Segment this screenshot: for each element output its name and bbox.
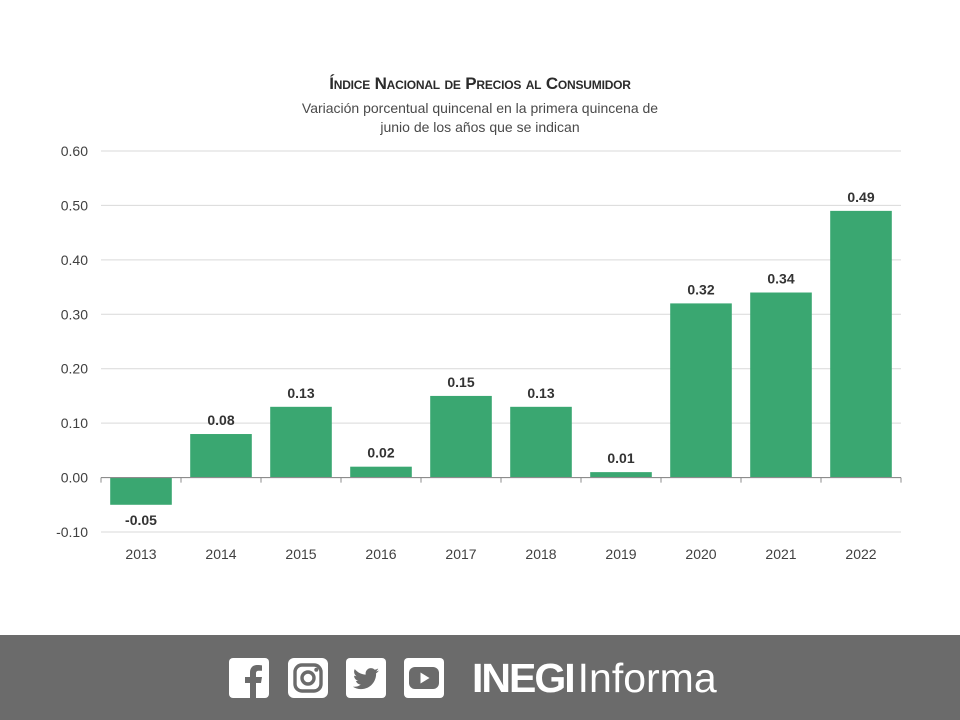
bar-chart: -0.10 0.00 0.10 0.20 0.30 0.40 0.50 0.60 -0.05 20…	[56, 143, 902, 562]
x-tick-label: 2015	[285, 546, 316, 562]
youtube-icon[interactable]	[404, 658, 444, 698]
x-tick-label: 2017	[445, 546, 476, 562]
chart-subtitle-line-1: Variación porcentual quincenal en la pri…	[301, 100, 659, 116]
brand-bold-text: INEGI	[472, 655, 576, 701]
bar	[510, 406, 572, 478]
chart-subtitle-line-2: junio de los años que se indican	[380, 119, 580, 135]
twitter-icon[interactable]	[346, 658, 386, 698]
y-tick-label: 0.50	[61, 197, 88, 213]
data-label: 0.08	[207, 412, 234, 428]
bar	[830, 210, 892, 478]
footer-bar: INEGIInforma	[0, 635, 960, 720]
brand-light-text: Informa	[577, 655, 717, 701]
x-tick-label: 2013	[125, 546, 156, 562]
data-label: 0.13	[527, 385, 554, 401]
bar	[270, 406, 332, 478]
bar	[190, 434, 252, 478]
x-tick-label: 2020	[685, 546, 716, 562]
data-label: 0.02	[367, 445, 394, 461]
x-tick-label: 2014	[205, 546, 236, 562]
bar	[350, 466, 412, 478]
chart-subtitle: Variación porcentual quincenal en la pri…	[0, 99, 960, 137]
x-tick-label: 2021	[765, 546, 796, 562]
y-tick-label: 0.00	[61, 470, 88, 486]
inegi-informa-logo[interactable]: INEGIInforma	[472, 653, 717, 703]
bar	[110, 477, 172, 505]
data-label: -0.05	[125, 512, 157, 528]
y-tick-label: 0.30	[61, 306, 88, 322]
data-label: 0.32	[687, 281, 714, 297]
bar	[670, 303, 732, 478]
facebook-icon[interactable]	[229, 658, 269, 698]
bar	[590, 472, 652, 478]
bar	[430, 395, 492, 478]
data-label: 0.34	[767, 271, 794, 287]
y-tick-label: 0.20	[61, 361, 88, 377]
y-tick-label: -0.10	[56, 524, 88, 540]
chart-title: Índice Nacional de Precios al Consumidor	[329, 74, 631, 93]
data-label: 0.01	[607, 450, 634, 466]
y-tick-label: 0.40	[61, 252, 88, 268]
x-tick-label: 2016	[365, 546, 396, 562]
bar	[750, 292, 812, 478]
data-label: 0.49	[847, 189, 874, 205]
y-tick-label: 0.10	[61, 415, 88, 431]
data-label: 0.13	[287, 385, 314, 401]
y-tick-label: 0.60	[61, 143, 88, 159]
x-tick-label: 2019	[605, 546, 636, 562]
data-label: 0.15	[447, 374, 474, 390]
x-tick-label: 2018	[525, 546, 556, 562]
instagram-icon[interactable]	[288, 658, 328, 698]
x-tick-label: 2022	[845, 546, 876, 562]
